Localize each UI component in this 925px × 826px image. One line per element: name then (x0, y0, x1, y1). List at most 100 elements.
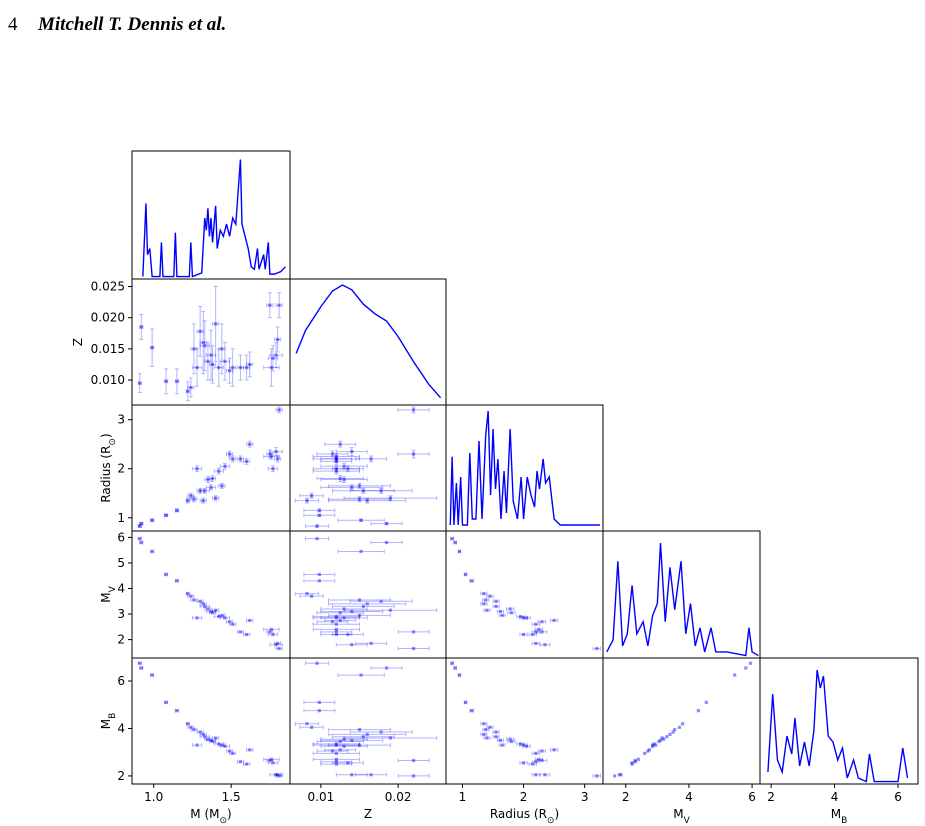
x-error-bar (343, 735, 438, 740)
x-error-bar (243, 365, 251, 370)
data-point (733, 673, 737, 677)
data-point (518, 615, 523, 619)
x-error-bar (205, 485, 217, 490)
x-error-bar (212, 496, 220, 501)
x-error-bar (274, 456, 282, 461)
data-point (494, 599, 498, 603)
x-error-bar (299, 725, 324, 730)
x-error-bar (137, 524, 142, 529)
y-error-bar (411, 406, 416, 414)
x-error-bar (185, 591, 190, 596)
data-point (139, 540, 143, 545)
x-error-bar (349, 488, 413, 493)
x-error-bar (269, 353, 283, 358)
data-point (342, 477, 346, 482)
data-point (138, 381, 142, 385)
y-error-bar (227, 357, 232, 384)
x-error-bar (212, 321, 220, 326)
data-point (248, 618, 252, 623)
x-error-bar (174, 379, 179, 384)
kde-curve (142, 159, 286, 278)
data-point (379, 730, 383, 734)
axis-label-text: ) (99, 433, 113, 438)
y-error-bar (334, 457, 339, 465)
x-error-bar (274, 337, 282, 342)
data-point (195, 467, 199, 471)
data-point (350, 738, 354, 742)
data-point (658, 738, 663, 742)
x-tick-label: 1.0 (144, 790, 163, 804)
x-error-bar (266, 303, 274, 308)
x-tick-label: 4 (831, 790, 839, 804)
data-point (482, 732, 486, 737)
data-point (334, 757, 338, 761)
x-error-bar (208, 362, 217, 367)
data-point (338, 618, 342, 623)
panel-frame (131, 657, 291, 785)
y-error-bar (137, 373, 142, 394)
data-point (231, 622, 235, 626)
x-error-bar (139, 521, 144, 526)
x-error-bar (137, 536, 142, 541)
y-error-bar (191, 496, 196, 503)
x-error-bar (328, 483, 391, 488)
x-error-bar (246, 362, 254, 367)
data-point (274, 773, 278, 777)
data-point (411, 774, 416, 778)
data-point (500, 743, 504, 747)
data-point (269, 365, 274, 370)
x-error-bar (355, 456, 388, 461)
data-point (274, 353, 278, 357)
data-point (643, 751, 647, 755)
data-point (411, 630, 416, 634)
x-error-bar (150, 549, 155, 554)
data-point (534, 760, 538, 764)
x-error-bar (236, 365, 245, 370)
x-error-bar (537, 749, 547, 754)
data-point (654, 743, 658, 747)
x-error-bar (320, 485, 384, 490)
axis-label-sub: ⊙ (108, 438, 118, 446)
x-error-bar (539, 642, 551, 647)
data-point (186, 722, 190, 726)
data-point (310, 594, 314, 598)
data-point (365, 499, 369, 503)
x-error-bar (312, 757, 361, 762)
panel-frame (289, 530, 447, 659)
axis-label-text: M (831, 807, 841, 821)
x-error-bar (303, 700, 336, 705)
data-point (595, 774, 599, 778)
data-point (269, 627, 274, 631)
x-error-bar (213, 469, 224, 474)
data-point (338, 611, 342, 615)
x-error-bar (320, 629, 353, 634)
data-point (220, 613, 224, 617)
data-point (315, 537, 319, 541)
data-point (210, 611, 215, 615)
data-point (534, 622, 538, 626)
data-point (192, 598, 196, 602)
data-point (338, 442, 342, 446)
data-point (334, 627, 338, 631)
data-point (305, 499, 309, 503)
y-error-bar (334, 465, 339, 473)
x-error-bar (549, 618, 559, 623)
data-point (357, 728, 362, 732)
data-point (277, 774, 281, 778)
data-point (657, 739, 661, 744)
data-point (357, 613, 362, 617)
y-error-bar (164, 368, 169, 395)
x-error-bar (469, 578, 474, 583)
y-error-bar (205, 342, 210, 381)
x-error-bar (492, 730, 500, 735)
data-point (317, 508, 321, 513)
y-error-bar (139, 522, 144, 526)
x-error-bar (199, 604, 210, 609)
data-point (334, 762, 338, 766)
x-error-bar (343, 608, 438, 613)
data-point (209, 353, 213, 357)
x-error-bar (463, 572, 468, 577)
panel-frame (289, 657, 447, 785)
x-error-bar (312, 454, 361, 459)
